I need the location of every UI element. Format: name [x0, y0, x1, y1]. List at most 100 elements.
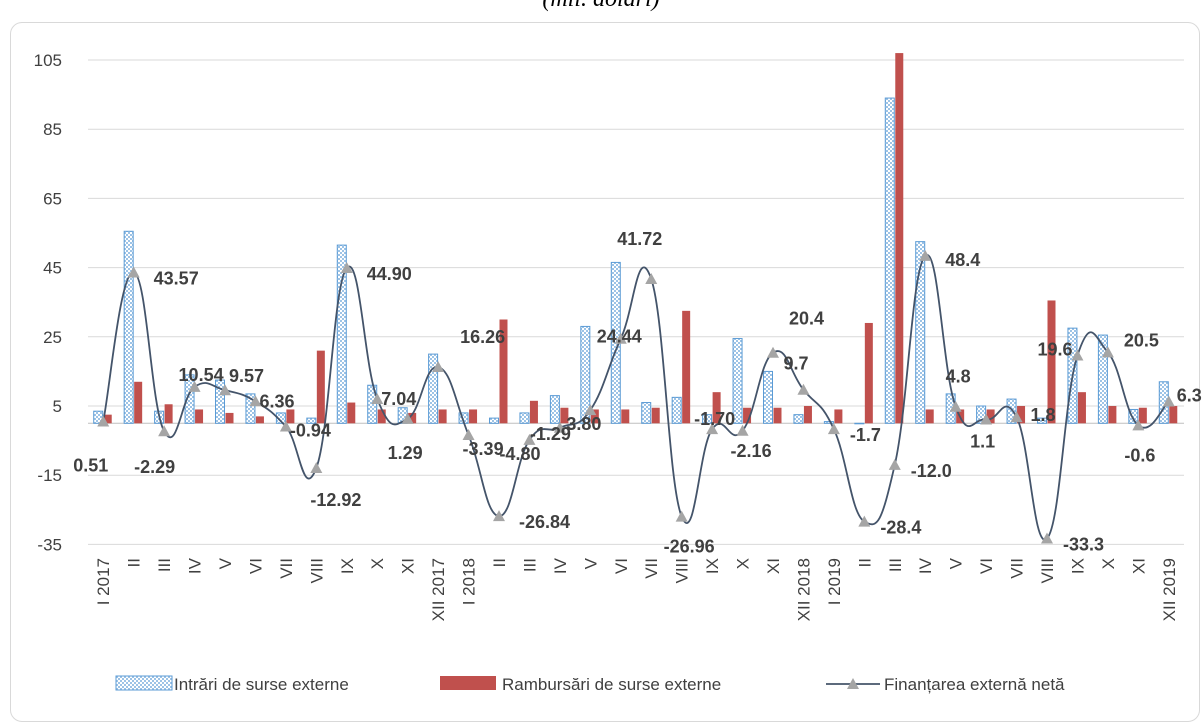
- legend-swatch-inflows: [115, 675, 173, 691]
- x-tick-label: I 2017: [94, 558, 113, 605]
- repayment-bar: [895, 53, 904, 424]
- inflow-bar: [1097, 334, 1108, 424]
- repayment-bar: [347, 402, 356, 424]
- net-financing-marker: [614, 332, 627, 344]
- y-tick-label: -15: [37, 466, 62, 485]
- x-tick-label: VI: [612, 558, 631, 574]
- data-label: -2.16: [731, 441, 772, 461]
- data-label: 43.57: [154, 269, 199, 289]
- net-financing-marker: [767, 346, 779, 358]
- y-tick-label: 45: [43, 259, 62, 278]
- legend-label: Finanțarea externă netă: [884, 675, 1065, 694]
- data-label: 7.04: [381, 389, 416, 409]
- net-financing-marker: [371, 392, 384, 404]
- net-financing-marker: [858, 515, 871, 527]
- x-tick-label: IV: [551, 557, 570, 574]
- data-label: 3.80: [566, 414, 601, 434]
- inflow-bar: [823, 421, 834, 424]
- data-label: 1.1: [970, 431, 995, 451]
- data-label: -1.7: [850, 425, 881, 445]
- repayment-bar: [682, 310, 691, 424]
- x-tick-label: II: [855, 558, 874, 567]
- repayment-bar: [529, 400, 538, 424]
- data-label: 9.7: [783, 354, 808, 374]
- net-financing-marker: [827, 423, 840, 435]
- repayment-bar: [621, 409, 630, 424]
- repayment-bar: [225, 412, 234, 424]
- inflow-bar: [1128, 408, 1139, 424]
- data-label: -0.6: [1124, 445, 1155, 465]
- inflow-bar: [732, 338, 743, 424]
- data-label: 20.4: [789, 309, 824, 329]
- x-tick-label: III: [886, 558, 905, 572]
- net-financing-marker: [493, 510, 505, 522]
- repayment-bar: [438, 409, 447, 424]
- x-tick-label: I 2019: [825, 558, 844, 605]
- inflow-bar: [580, 325, 591, 424]
- repayment-bar: [925, 409, 934, 424]
- repayment-bar: [1017, 406, 1026, 424]
- repayment-bar: [499, 319, 508, 424]
- x-tick-label: III: [520, 558, 539, 572]
- net-financing-marker: [736, 424, 749, 436]
- x-tick-label: XII 2017: [429, 558, 448, 621]
- data-label: 10.54: [179, 365, 224, 385]
- net-financing-marker: [949, 400, 962, 412]
- y-tick-label: 85: [43, 120, 62, 139]
- x-tick-label: X: [1099, 558, 1118, 569]
- inflow-bar: [245, 393, 256, 424]
- data-label: -4.80: [499, 444, 540, 464]
- inflow-bar: [306, 417, 317, 424]
- repayment-bar: [1047, 300, 1056, 424]
- data-label: 0.51: [73, 456, 108, 476]
- net-financing-marker: [401, 412, 414, 424]
- x-tick-label: VII: [1008, 558, 1027, 579]
- inflow-bar: [1006, 398, 1017, 424]
- repayment-bar: [255, 416, 264, 424]
- net-financing-marker: [523, 433, 536, 445]
- data-label: -26.84: [519, 512, 570, 532]
- y-tick-label: 105: [34, 51, 62, 70]
- net-financing-marker: [97, 415, 110, 427]
- data-label: 24.44: [597, 327, 642, 347]
- inflow-bar: [763, 370, 773, 424]
- repayment-bar: [195, 409, 204, 424]
- repayment-bar: [164, 404, 173, 424]
- inflow-bar: [671, 396, 682, 424]
- data-label: 44.90: [367, 264, 412, 284]
- inflow-bar: [215, 379, 225, 424]
- net-financing-marker: [340, 261, 353, 273]
- repayment-bar: [103, 414, 112, 424]
- net-financing-marker: [1071, 349, 1084, 361]
- data-label: 6.3: [1177, 386, 1202, 406]
- data-label: 48.4: [945, 250, 980, 270]
- data-label: 1.8: [1031, 405, 1056, 425]
- data-label: 6.36: [259, 391, 294, 411]
- net-financing-marker: [1132, 419, 1145, 431]
- legend-label: Rambursări de surse externe: [502, 675, 721, 694]
- inflow-bar: [854, 422, 865, 425]
- net-financing-marker: [675, 510, 688, 522]
- data-label: -33.3: [1063, 535, 1104, 555]
- net-financing-marker: [310, 462, 323, 474]
- repayment-bar: [1138, 407, 1147, 424]
- data-label: -1.70: [694, 409, 735, 429]
- net-financing-marker: [249, 395, 262, 407]
- data-label: -28.4: [880, 518, 921, 538]
- inflow-bar: [367, 384, 378, 424]
- repayment-bar: [651, 407, 660, 424]
- y-tick-label: 65: [43, 189, 62, 208]
- repayment-bar: [286, 409, 295, 424]
- inflow-bar: [1037, 417, 1047, 424]
- repayment-bar: [773, 407, 782, 424]
- y-tick-label: 5: [53, 397, 62, 416]
- inflow-bar: [549, 395, 560, 424]
- net-financing-marker: [462, 429, 475, 441]
- legend-swatch-repayments: [440, 676, 496, 690]
- inflow-bar: [336, 244, 347, 424]
- inflow-bar: [702, 414, 713, 424]
- data-label: -2.29: [134, 457, 175, 477]
- inflow-bar: [275, 412, 286, 424]
- legend: Intrări de surse externe Rambursări de su…: [115, 675, 1065, 694]
